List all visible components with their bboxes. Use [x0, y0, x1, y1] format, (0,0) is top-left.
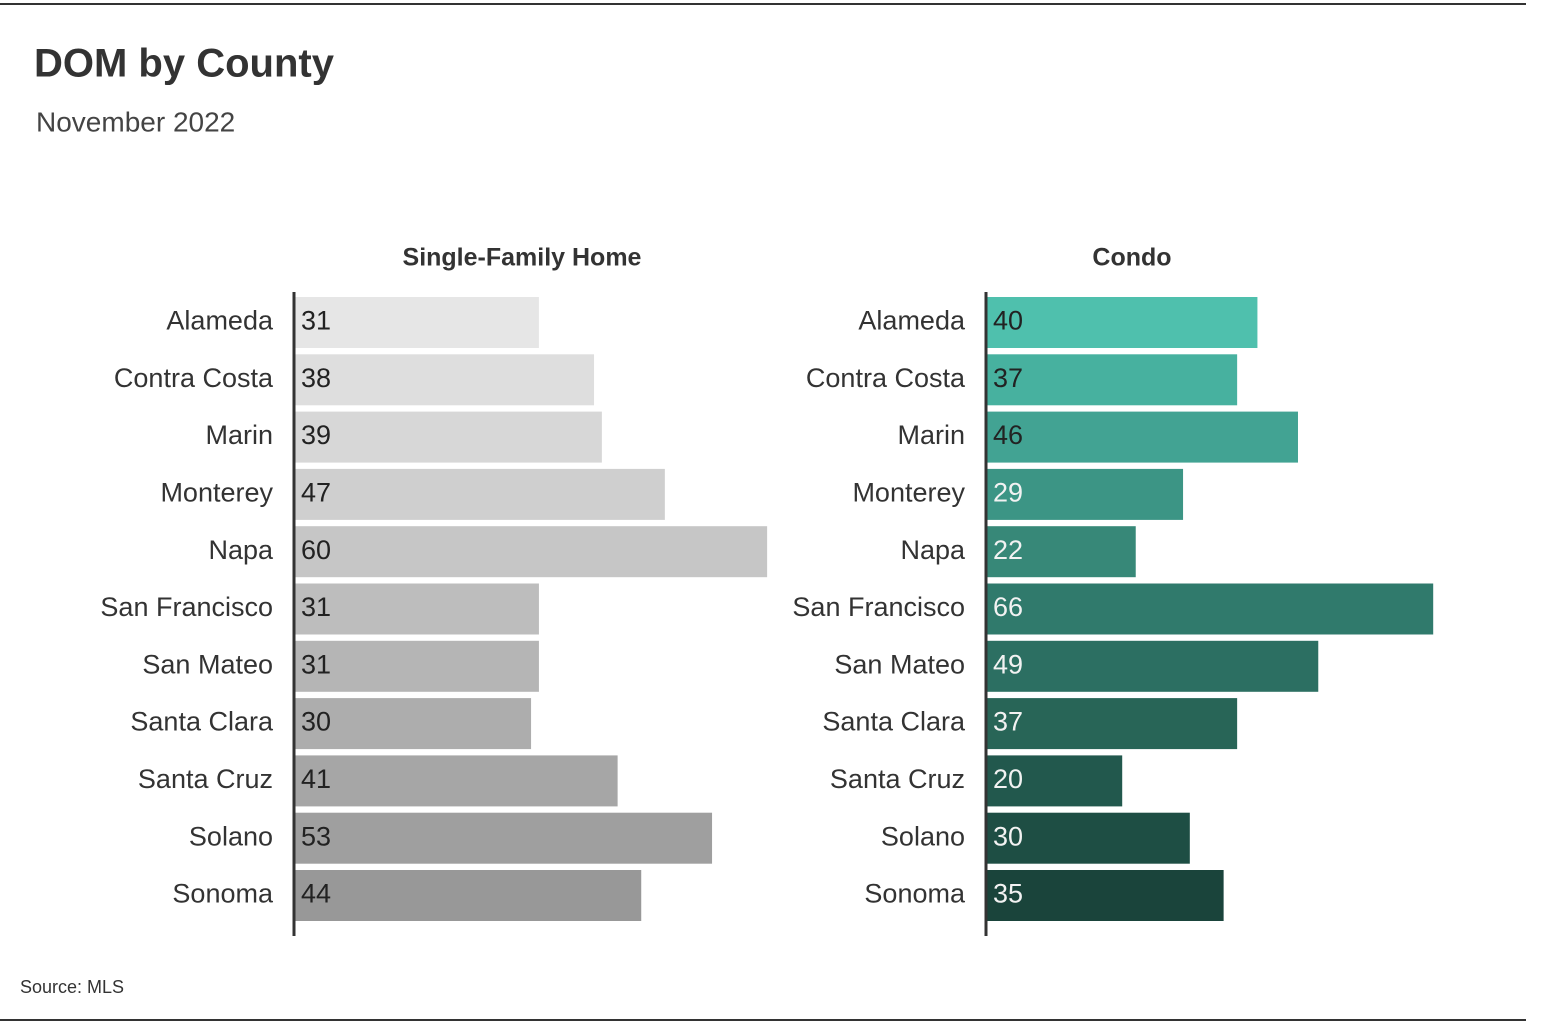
bar [987, 354, 1238, 406]
category-label: Alameda [166, 306, 274, 336]
value-label: 38 [301, 363, 331, 393]
value-label: 66 [993, 592, 1023, 622]
category-label: San Mateo [142, 649, 273, 679]
bar [295, 698, 532, 750]
value-label: 60 [301, 535, 331, 565]
bar [295, 640, 539, 692]
bar [295, 411, 602, 463]
category-label: Sonoma [864, 879, 966, 909]
bar [295, 354, 595, 406]
category-label: Santa Cruz [830, 764, 965, 794]
category-label: Santa Clara [822, 707, 966, 737]
category-label: Marin [897, 420, 965, 450]
category-label: Alameda [858, 306, 966, 336]
value-label: 31 [301, 649, 331, 679]
bar [987, 297, 1258, 348]
value-label: 30 [301, 707, 331, 737]
value-label: 49 [993, 649, 1023, 679]
value-label: 47 [301, 478, 331, 508]
value-label: 46 [993, 420, 1023, 450]
bar [295, 870, 642, 921]
value-label: 41 [301, 764, 331, 794]
category-label: Napa [208, 535, 274, 565]
category-label: San Francisco [100, 592, 273, 622]
panel-title: Single-Family Home [403, 244, 642, 272]
category-label: Monterey [160, 478, 273, 508]
value-label: 39 [301, 420, 331, 450]
value-label: 29 [993, 478, 1023, 508]
category-label: Santa Cruz [138, 764, 273, 794]
bar [295, 755, 618, 807]
category-label: Sonoma [172, 879, 274, 909]
value-label: 31 [301, 592, 331, 622]
bar [295, 297, 539, 348]
category-label: Contra Costa [806, 363, 966, 393]
bar [987, 870, 1224, 921]
category-label: Contra Costa [114, 363, 274, 393]
bar [987, 411, 1298, 463]
category-label: Monterey [852, 478, 965, 508]
value-label: 37 [993, 707, 1023, 737]
source-note: Source: MLS [20, 977, 124, 997]
bar [987, 583, 1434, 635]
value-label: 44 [301, 879, 331, 909]
value-label: 35 [993, 879, 1023, 909]
category-label: Marin [205, 420, 273, 450]
page-subtitle: November 2022 [36, 106, 235, 137]
value-label: 53 [301, 821, 331, 851]
category-label: Solano [881, 821, 965, 851]
bar [987, 468, 1184, 520]
category-label: San Mateo [834, 649, 965, 679]
category-label: Solano [189, 821, 273, 851]
page-title: DOM by County [34, 42, 335, 86]
category-label: Napa [900, 535, 966, 565]
bar [987, 526, 1136, 578]
value-label: 37 [993, 363, 1023, 393]
value-label: 31 [301, 306, 331, 336]
bar [987, 812, 1190, 864]
bar [295, 583, 539, 635]
bar [295, 468, 665, 520]
bar [987, 698, 1238, 750]
value-label: 30 [993, 821, 1023, 851]
panel-title: Condo [1092, 244, 1171, 272]
category-label: Santa Clara [130, 707, 274, 737]
bar [295, 812, 713, 864]
bar [987, 640, 1319, 692]
bar [295, 526, 768, 578]
category-label: San Francisco [792, 592, 965, 622]
bar [987, 755, 1123, 807]
value-label: 40 [993, 306, 1023, 336]
value-label: 20 [993, 764, 1023, 794]
value-label: 22 [993, 535, 1023, 565]
